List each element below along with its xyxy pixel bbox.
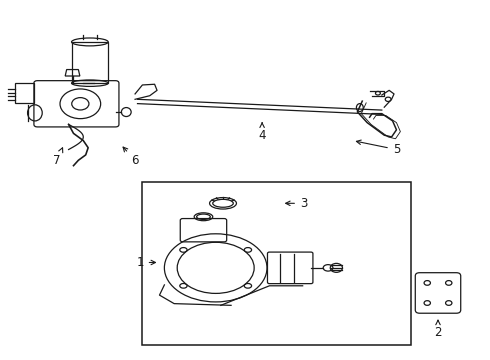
Text: 2: 2 bbox=[434, 320, 442, 339]
Text: 4: 4 bbox=[258, 123, 266, 142]
Text: 3: 3 bbox=[286, 197, 307, 210]
Text: 5: 5 bbox=[356, 140, 400, 156]
Text: 7: 7 bbox=[53, 148, 63, 167]
Text: 1: 1 bbox=[136, 256, 155, 269]
Text: 6: 6 bbox=[123, 147, 139, 167]
Bar bbox=[143, 182, 411, 345]
